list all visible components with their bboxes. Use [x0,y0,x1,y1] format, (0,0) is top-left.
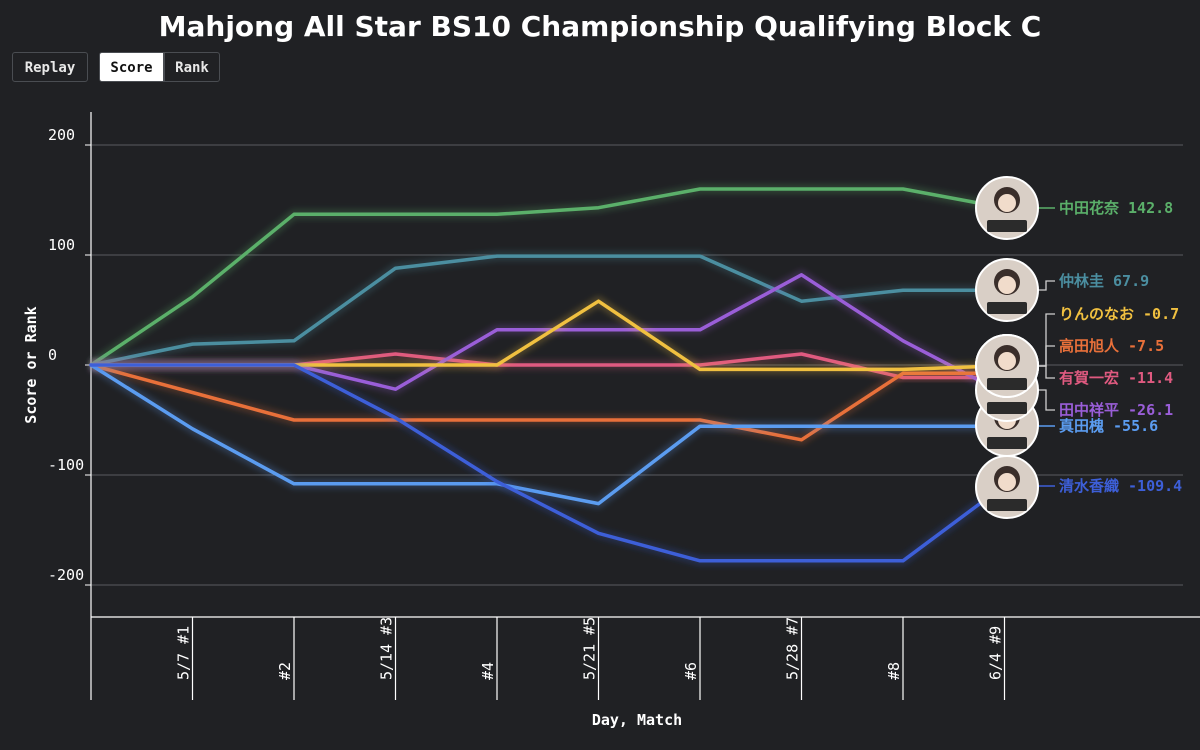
x-tick-label: #6 [682,662,700,680]
x-tick-label: 6/4 #9 [987,626,1005,680]
x-tick-label: #8 [885,662,903,680]
chart-title: Mahjong All Star BS10 Championship Quali… [158,10,1042,43]
label-connector [1038,280,1055,291]
replay-button[interactable]: Replay [12,52,88,82]
x-tick-label: 5/14 #3 [378,617,396,680]
series-line [89,363,1007,563]
rank-toggle-button[interactable]: Rank [164,52,220,82]
series-end-label: 仲林圭 67.9 [1059,272,1149,290]
avatar-face [998,352,1016,370]
x-tick-label: #4 [479,662,497,680]
series-line [89,363,1007,442]
avatar-nameplate [987,378,1027,390]
y-axis-label: Score or Rank [22,306,40,423]
x-axis-label: Day, Match [592,711,682,729]
x-tick-label: 5/28 #7 [784,617,802,680]
series-end-label: 清水香織 -109.4 [1059,477,1182,495]
avatar-nameplate [987,499,1027,511]
y-tick-label: -200 [48,566,84,584]
series-end-label: 田中祥平 -26.1 [1059,401,1173,419]
series-line [89,254,1007,367]
avatar-nameplate [987,302,1027,314]
x-tick-label: 5/21 #5 [581,617,599,680]
series-end-label: 真田槐 -55.6 [1059,417,1158,435]
series-end-label: 中田花奈 142.8 [1059,199,1173,217]
label-connector [1038,345,1055,367]
series-glow [91,296,1005,375]
avatar-nameplate [987,437,1027,449]
x-tick-label: 5/7 #1 [175,626,193,680]
y-tick-label: 0 [48,346,57,364]
series-line [89,187,1007,367]
avatar-face [998,194,1016,212]
avatar-nameplate [987,402,1027,414]
y-tick-label: 200 [48,126,75,144]
avatar-face [998,473,1016,491]
avatar-face [998,276,1016,294]
y-tick-label: -100 [48,456,84,474]
label-connector [1038,365,1055,379]
avatar-nameplate [987,220,1027,232]
series-line [89,363,1007,506]
label-connector [1038,389,1055,411]
score-toggle-button[interactable]: Score [99,52,164,82]
y-tick-label: 100 [48,236,75,254]
series-glow [88,360,1005,509]
x-tick-label: #2 [276,662,294,680]
series-end-label: 有賀一宏 -11.4 [1059,369,1173,387]
series-end-label: りんのなお -0.7 [1059,305,1179,323]
series-end-label: 高田旭人 -7.5 [1059,337,1164,355]
